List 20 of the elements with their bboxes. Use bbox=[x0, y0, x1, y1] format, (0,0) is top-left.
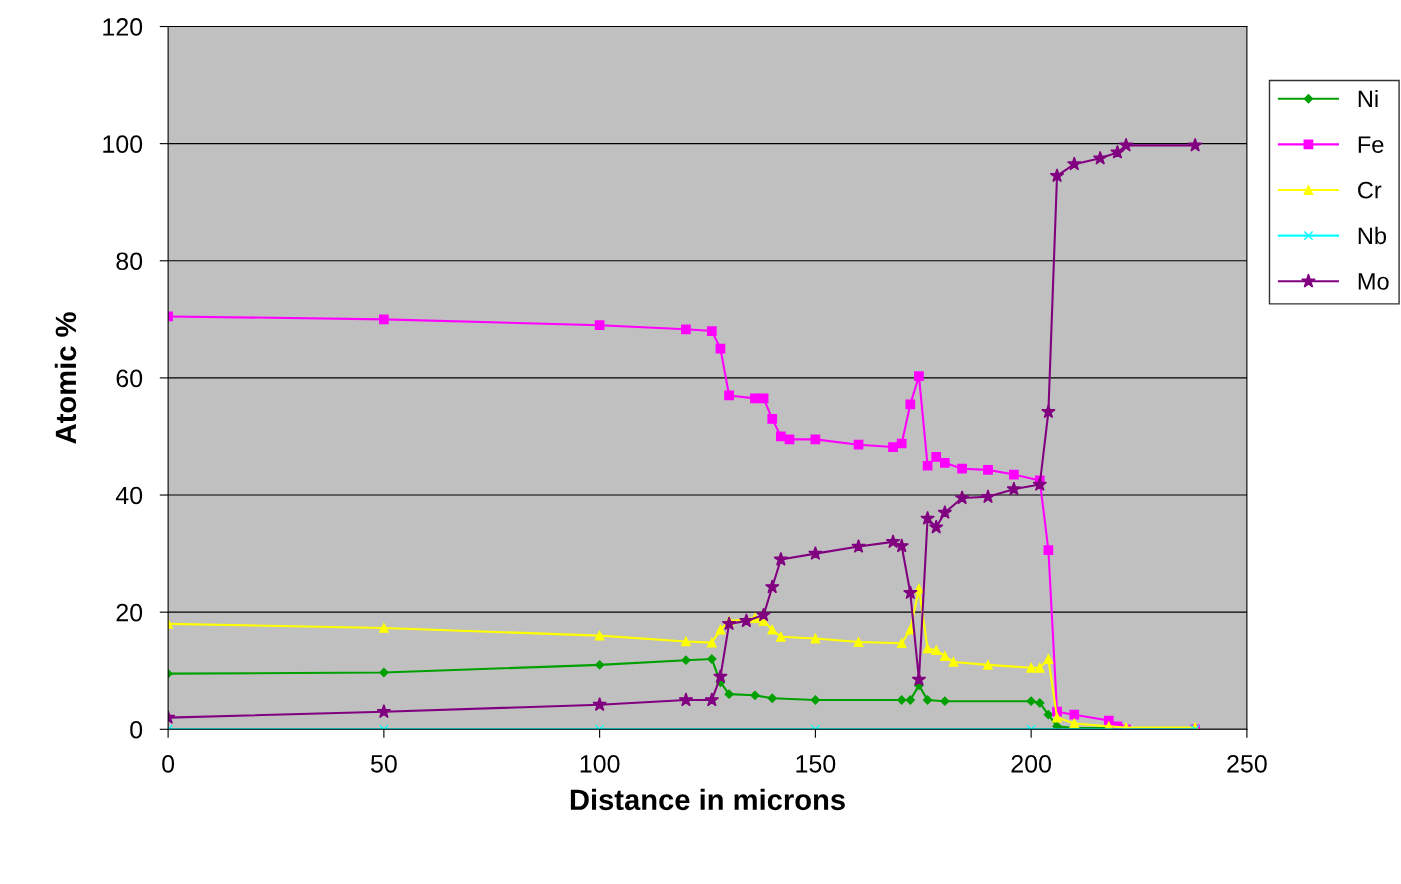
y-tick-label: 120 bbox=[103, 18, 143, 36]
x-tick-label: 50 bbox=[370, 754, 397, 773]
legend-label: Cr bbox=[1358, 181, 1382, 199]
x-tick-label: 200 bbox=[1011, 754, 1052, 773]
y-tick-label: 0 bbox=[130, 720, 143, 739]
legend-label: Mo bbox=[1358, 273, 1389, 290]
y-tick-label: 20 bbox=[116, 603, 143, 622]
y-axis-title: Atomic % bbox=[54, 312, 77, 444]
x-axis-title: Distance in microns bbox=[570, 788, 845, 811]
y-tick-label: 80 bbox=[116, 252, 143, 271]
x-tick-label: 150 bbox=[796, 754, 836, 773]
y-tick-label: 40 bbox=[115, 486, 143, 505]
y-tick-label: 100 bbox=[103, 135, 143, 153]
legend-label: Nb bbox=[1358, 226, 1387, 245]
x-tick-label: 0 bbox=[162, 754, 175, 773]
x-tick-label: 250 bbox=[1227, 754, 1267, 773]
y-tick-label: 60 bbox=[116, 369, 143, 388]
x-tick-label: 100 bbox=[580, 754, 620, 773]
legend-label: Ni bbox=[1358, 89, 1378, 108]
legend-label: Fe bbox=[1358, 136, 1384, 153]
